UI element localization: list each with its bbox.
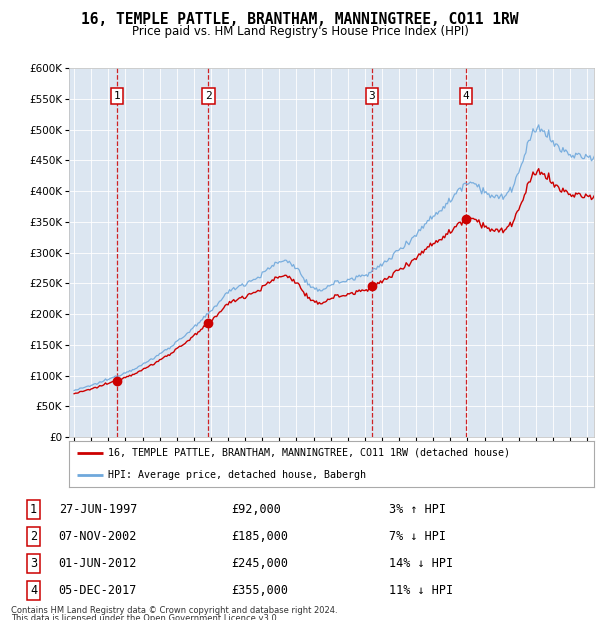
Text: Price paid vs. HM Land Registry's House Price Index (HPI): Price paid vs. HM Land Registry's House … [131,25,469,38]
Text: £355,000: £355,000 [232,585,289,598]
Text: 27-JUN-1997: 27-JUN-1997 [59,503,137,516]
Text: £185,000: £185,000 [232,530,289,543]
Text: 2: 2 [205,91,212,101]
Text: 16, TEMPLE PATTLE, BRANTHAM, MANNINGTREE, CO11 1RW: 16, TEMPLE PATTLE, BRANTHAM, MANNINGTREE… [81,12,519,27]
Text: 1: 1 [30,503,37,516]
Text: 14% ↓ HPI: 14% ↓ HPI [389,557,454,570]
Text: 3: 3 [368,91,376,101]
Text: HPI: Average price, detached house, Babergh: HPI: Average price, detached house, Babe… [109,471,367,480]
Text: 4: 4 [463,91,469,101]
Text: 01-JUN-2012: 01-JUN-2012 [59,557,137,570]
Text: 11% ↓ HPI: 11% ↓ HPI [389,585,454,598]
Text: 1: 1 [113,91,120,101]
Text: £245,000: £245,000 [232,557,289,570]
Text: 7% ↓ HPI: 7% ↓ HPI [389,530,446,543]
Text: This data is licensed under the Open Government Licence v3.0.: This data is licensed under the Open Gov… [11,614,279,620]
Text: 16, TEMPLE PATTLE, BRANTHAM, MANNINGTREE, CO11 1RW (detached house): 16, TEMPLE PATTLE, BRANTHAM, MANNINGTREE… [109,448,511,458]
Text: Contains HM Land Registry data © Crown copyright and database right 2024.: Contains HM Land Registry data © Crown c… [11,606,337,615]
Text: 3% ↑ HPI: 3% ↑ HPI [389,503,446,516]
Text: 2: 2 [30,530,37,543]
Text: 05-DEC-2017: 05-DEC-2017 [59,585,137,598]
Text: 3: 3 [30,557,37,570]
Text: 4: 4 [30,585,37,598]
Text: £92,000: £92,000 [232,503,281,516]
Text: 07-NOV-2002: 07-NOV-2002 [59,530,137,543]
